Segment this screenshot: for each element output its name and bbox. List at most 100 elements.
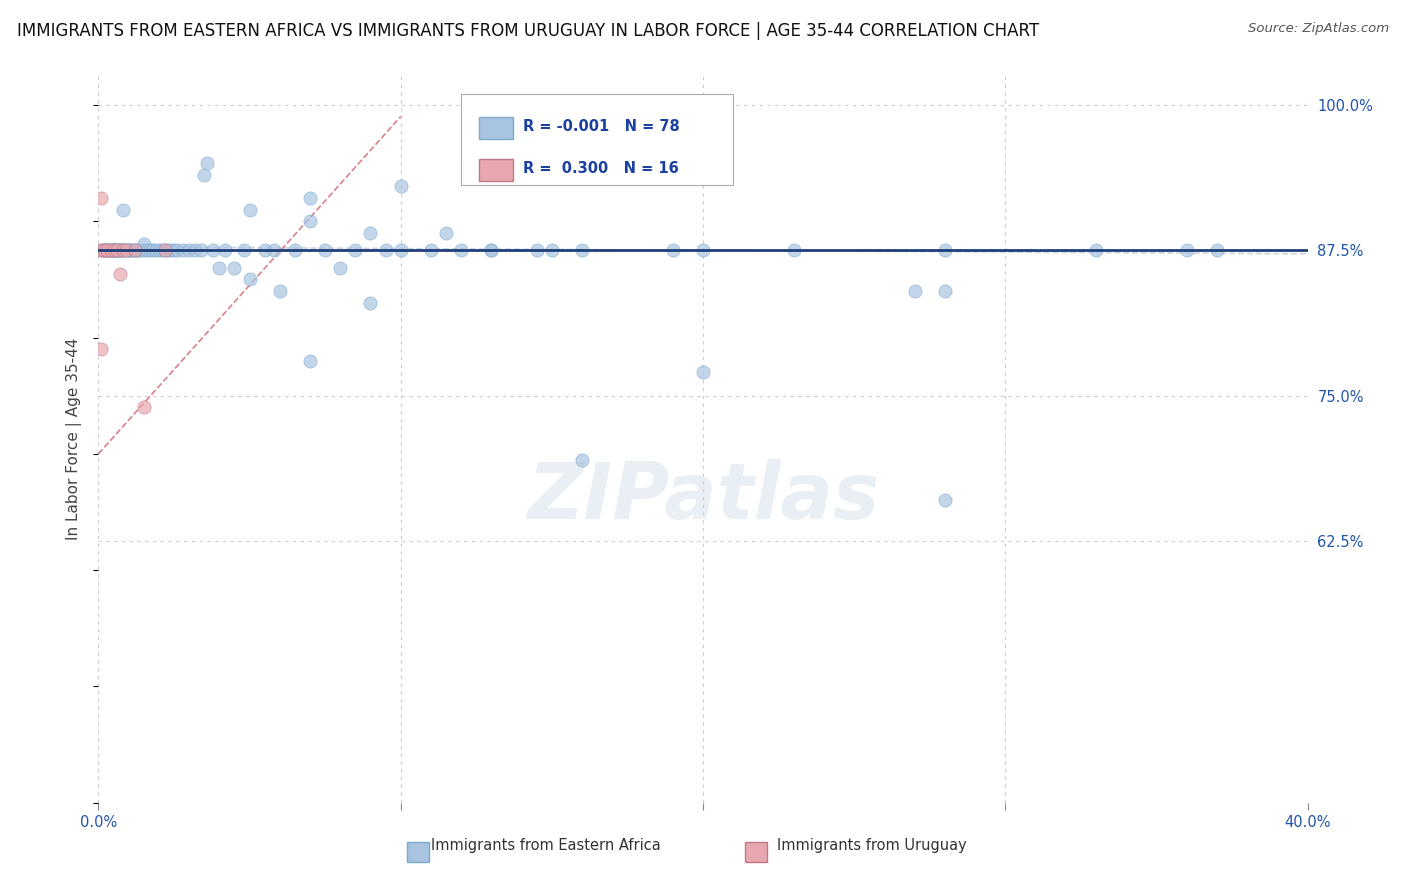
Point [103, 244, 125, 258]
Point [374, 244, 396, 258]
Point [108, 244, 131, 258]
Point [93, 244, 115, 258]
Point [208, 260, 231, 275]
Point [93, 244, 115, 258]
Point [299, 191, 322, 205]
Point [314, 244, 336, 258]
Point [284, 244, 307, 258]
Point [571, 244, 593, 258]
Point [96, 244, 118, 258]
Point [232, 244, 254, 258]
Point [166, 244, 188, 258]
Point [1206, 244, 1229, 258]
Point [127, 244, 149, 258]
Point [108, 244, 131, 258]
Point [434, 226, 457, 240]
Point [111, 244, 134, 258]
Text: Immigrants from Eastern Africa: Immigrants from Eastern Africa [430, 838, 661, 853]
Point [190, 244, 212, 258]
Bar [406, 842, 429, 863]
Y-axis label: In Labor Force | Age 35-44: In Labor Force | Age 35-44 [66, 338, 83, 541]
Point [420, 244, 443, 258]
Point [299, 214, 322, 228]
Point [692, 366, 714, 380]
Point [934, 244, 956, 258]
Point [100, 244, 122, 258]
Point [132, 237, 155, 252]
Point [100, 244, 122, 258]
Point [108, 267, 131, 281]
Point [103, 244, 125, 258]
Text: R =  0.300   N = 16: R = 0.300 N = 16 [523, 161, 679, 176]
Point [1386, 534, 1406, 549]
Point [93, 244, 115, 258]
Point [904, 284, 927, 298]
Point [105, 244, 128, 258]
Point [124, 244, 146, 258]
Point [132, 401, 155, 415]
Point [96, 244, 118, 258]
Point [105, 244, 128, 258]
Point [129, 244, 152, 258]
Point [118, 244, 141, 258]
Point [100, 244, 122, 258]
Point [263, 244, 285, 258]
Point [202, 244, 225, 258]
Text: ZIPatlas: ZIPatlas [527, 459, 879, 535]
Point [121, 244, 143, 258]
Point [360, 295, 382, 310]
Bar [479, 118, 513, 139]
Point [150, 244, 173, 258]
Point [114, 244, 136, 258]
Point [105, 244, 128, 258]
Point [1175, 244, 1198, 258]
Point [103, 244, 125, 258]
Point [239, 272, 262, 286]
Point [526, 244, 548, 258]
Point [344, 244, 367, 258]
Point [103, 244, 125, 258]
Point [783, 244, 806, 258]
Point [118, 244, 141, 258]
Point [124, 244, 146, 258]
Point [100, 244, 122, 258]
Point [111, 244, 134, 258]
Text: Immigrants from Uruguay: Immigrants from Uruguay [778, 838, 967, 853]
Point [96, 244, 118, 258]
Point [214, 244, 236, 258]
Point [114, 244, 136, 258]
Point [121, 244, 143, 258]
Point [193, 168, 215, 182]
Point [105, 244, 128, 258]
Point [96, 244, 118, 258]
Point [103, 244, 125, 258]
Point [389, 179, 412, 194]
Point [90, 244, 112, 258]
Point [269, 284, 291, 298]
Point [253, 244, 276, 258]
Point [172, 244, 194, 258]
Point [934, 284, 956, 298]
Point [153, 244, 176, 258]
Bar [745, 842, 768, 863]
Point [139, 244, 162, 258]
Point [96, 244, 118, 258]
Point [934, 493, 956, 508]
Text: Source: ZipAtlas.com: Source: ZipAtlas.com [1249, 22, 1389, 36]
Point [111, 244, 134, 258]
Point [148, 244, 170, 258]
Point [145, 244, 167, 258]
Point [127, 244, 149, 258]
Point [224, 260, 246, 275]
Point [239, 202, 262, 217]
Point [90, 244, 112, 258]
Point [93, 244, 115, 258]
Point [195, 156, 218, 170]
Point [111, 202, 134, 217]
Point [105, 244, 128, 258]
Point [114, 244, 136, 258]
Point [692, 244, 714, 258]
Point [360, 226, 382, 240]
Bar [479, 159, 513, 181]
Point [450, 244, 472, 258]
